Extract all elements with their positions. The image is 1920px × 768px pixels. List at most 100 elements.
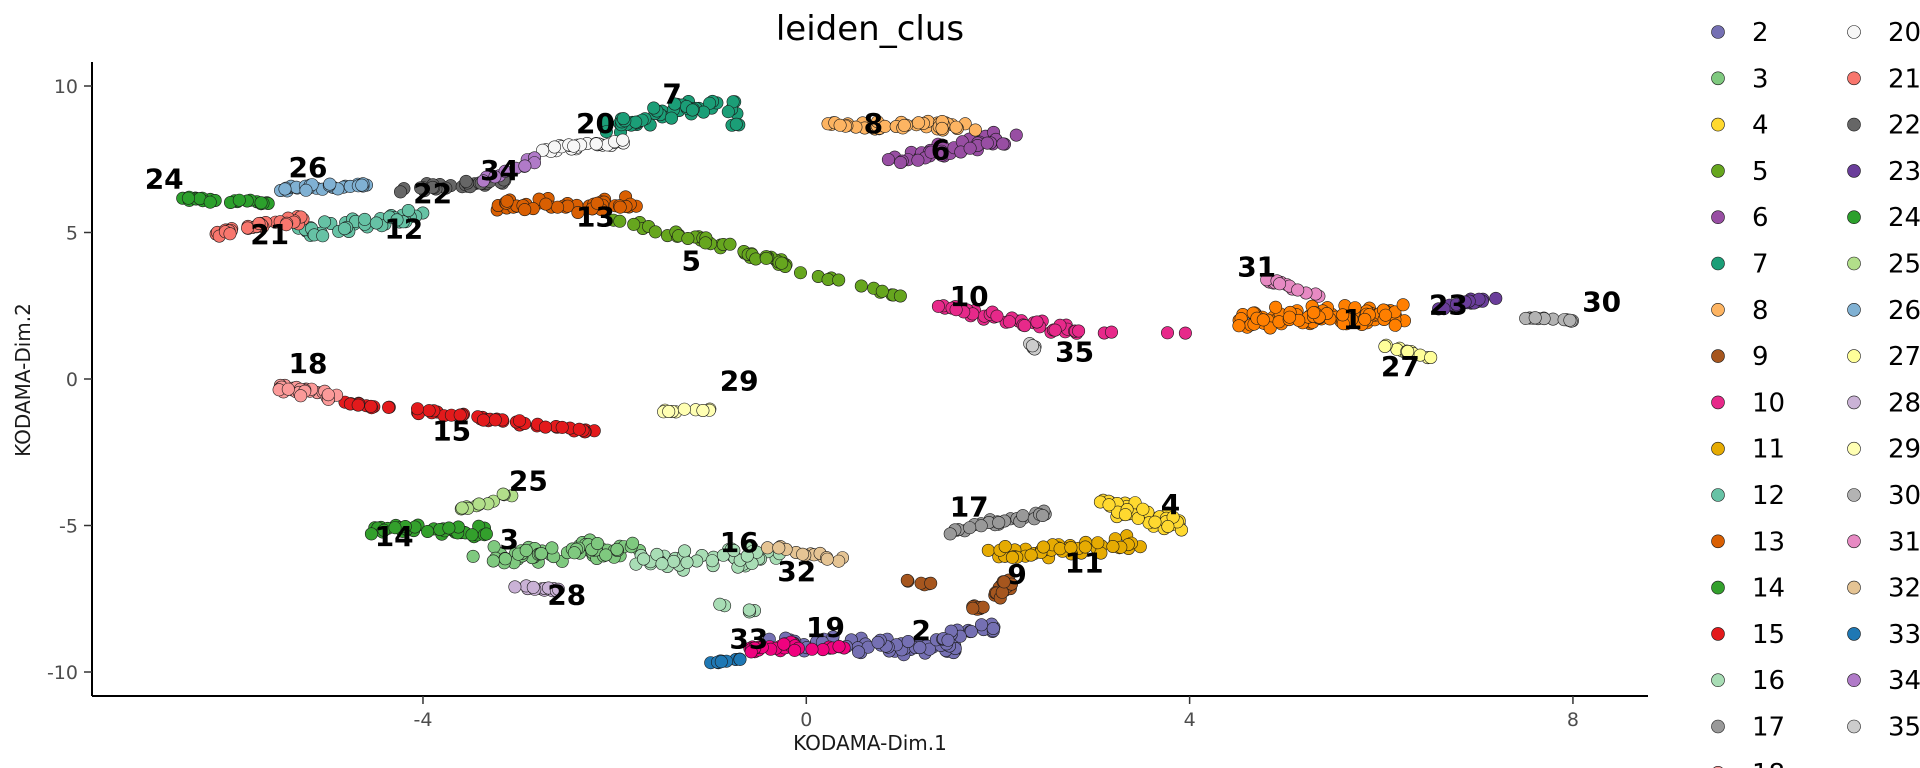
- cluster-15-point: [512, 414, 526, 428]
- cluster-26-point: [299, 183, 313, 197]
- cluster-3-point: [534, 547, 548, 561]
- cluster-27-point: [1424, 350, 1438, 364]
- legend-swatch: [1847, 164, 1861, 178]
- cluster-19-point: [744, 645, 758, 659]
- legend-label: 17: [1752, 713, 1785, 743]
- legend-swatch: [1847, 117, 1861, 132]
- legend-label: 33: [1888, 620, 1920, 650]
- cluster-3-point: [545, 541, 559, 555]
- cluster-label-1: 1: [1343, 303, 1362, 336]
- legend-item: 7: [1711, 250, 1769, 280]
- cluster-label-28: 28: [547, 579, 586, 612]
- legend-label: 14: [1752, 574, 1785, 604]
- cluster-label-35: 35: [1055, 335, 1094, 368]
- cluster-3-point: [610, 542, 624, 556]
- cluster-14-point: [364, 527, 378, 541]
- legend-item: 34: [1847, 666, 1920, 696]
- cluster-18-point: [281, 382, 295, 396]
- legend-label: 21: [1888, 64, 1920, 94]
- cluster-17-point: [992, 516, 1006, 530]
- cluster-17-point: [1036, 508, 1050, 522]
- legend-label: 4: [1752, 111, 1769, 141]
- cluster-5-point: [723, 237, 737, 251]
- cluster-14-point: [442, 521, 456, 535]
- cluster-9-point: [997, 575, 1011, 589]
- cluster-10-point: [931, 299, 945, 313]
- cluster-6-point: [894, 156, 908, 170]
- legend-swatch: [1711, 441, 1725, 456]
- legend-item: 14: [1711, 574, 1785, 604]
- cluster-16-point: [655, 557, 669, 571]
- legend-label: 26: [1888, 296, 1920, 326]
- cluster-15-point: [538, 420, 552, 434]
- cluster-1-point: [1256, 313, 1270, 327]
- cluster-5-point: [681, 232, 695, 246]
- cluster-2-point: [871, 635, 885, 649]
- cluster-26-point: [355, 178, 369, 192]
- y-tick-label: 5: [66, 223, 78, 245]
- cluster-2-point: [941, 633, 955, 647]
- legend-label: 28: [1888, 388, 1920, 418]
- legend-item: 29: [1847, 435, 1920, 465]
- cluster-8-point: [911, 116, 925, 130]
- cluster-4-point: [1102, 498, 1116, 512]
- legend-item: 11: [1711, 435, 1785, 465]
- cluster-3-point: [487, 540, 501, 554]
- x-tick-label: 0: [800, 709, 812, 731]
- cluster-32-point: [832, 554, 846, 568]
- cluster-label-13: 13: [576, 201, 615, 234]
- cluster-16-point: [727, 543, 741, 557]
- cluster-6-point: [911, 153, 925, 167]
- cluster-1-point: [1283, 310, 1297, 324]
- cluster-6-point: [1009, 128, 1023, 142]
- legend-label: 11: [1752, 435, 1785, 465]
- cluster-12-point: [390, 213, 404, 227]
- legend-item: 15: [1711, 620, 1785, 650]
- y-tick-label: -5: [59, 516, 78, 538]
- cluster-13-point: [518, 203, 532, 217]
- cluster-3-point: [567, 546, 581, 560]
- cluster-12-point: [401, 204, 415, 218]
- cluster-1-point: [1388, 318, 1402, 332]
- legend-label: 18: [1752, 759, 1785, 768]
- cluster-label-7: 7: [662, 78, 681, 111]
- legend-swatch: [1711, 488, 1725, 502]
- legend-item: 35: [1847, 713, 1920, 743]
- legend-swatch: [1847, 719, 1861, 734]
- cluster-11-point: [1078, 540, 1092, 554]
- cluster-10-point: [1178, 326, 1192, 340]
- cluster-label-8: 8: [864, 107, 883, 140]
- cluster-19-point: [832, 639, 846, 653]
- legend-swatch: [1847, 71, 1861, 86]
- cluster-label-21: 21: [250, 218, 289, 251]
- cluster-34-point: [488, 170, 502, 184]
- legend-item: 30: [1847, 481, 1920, 511]
- cluster-22-point: [393, 185, 407, 199]
- cluster-label-20: 20: [576, 107, 615, 140]
- cluster-7-point: [664, 111, 678, 125]
- legend-item: 23: [1847, 157, 1920, 187]
- cluster-10-point: [990, 309, 1004, 323]
- cluster-label-3: 3: [499, 523, 518, 556]
- cluster-label-16: 16: [720, 526, 759, 559]
- cluster-33-point: [714, 655, 728, 669]
- cluster-label-9: 9: [1007, 558, 1026, 591]
- legend-swatch: [1711, 71, 1725, 86]
- cluster-9-point: [966, 601, 980, 615]
- legend-swatch: [1711, 673, 1725, 688]
- cluster-13-point: [613, 200, 627, 214]
- cluster-2-point: [913, 641, 927, 655]
- legend-label: 3: [1752, 64, 1769, 94]
- cluster-11-point: [1024, 548, 1038, 562]
- cluster-16-point: [678, 544, 692, 558]
- legend-swatch: [1847, 441, 1861, 456]
- cluster-32-point: [796, 547, 810, 561]
- legend-item: 26: [1847, 296, 1920, 326]
- cluster-10-point: [949, 303, 963, 317]
- cluster-7-point: [647, 101, 661, 115]
- cluster-3-point: [626, 536, 640, 550]
- cluster-34-point: [476, 174, 490, 188]
- cluster-11-point: [1106, 539, 1120, 553]
- legend-label: 8: [1752, 296, 1769, 326]
